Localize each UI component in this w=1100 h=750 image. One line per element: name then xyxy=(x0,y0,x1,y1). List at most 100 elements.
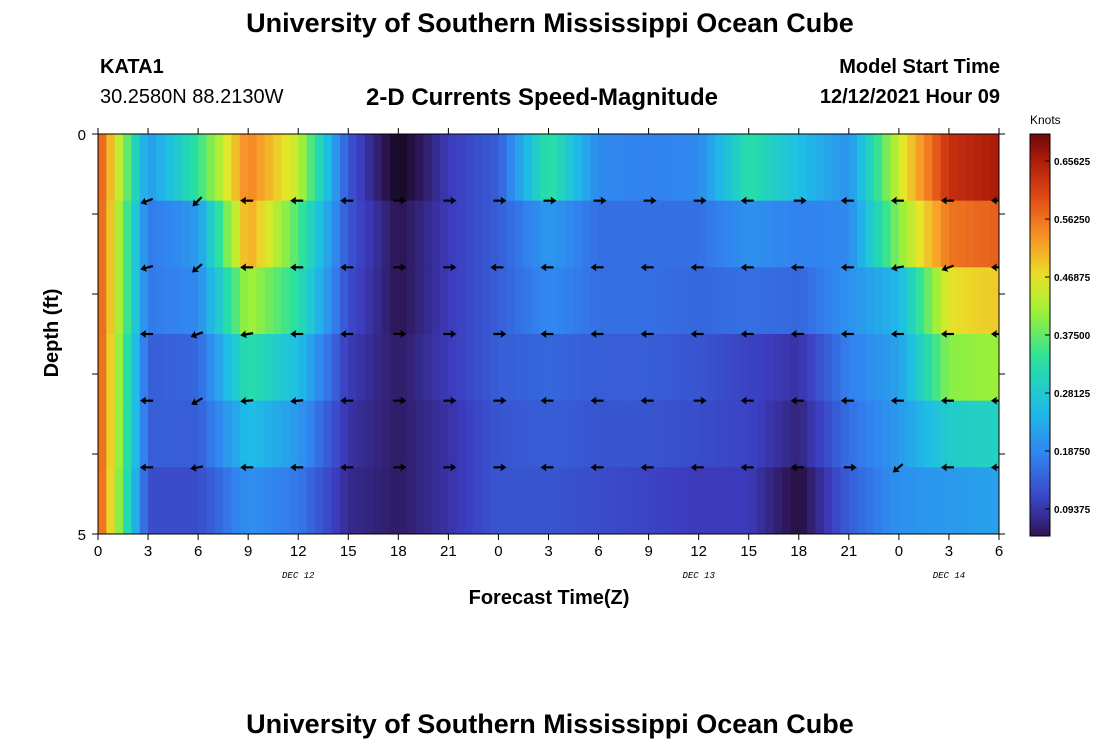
heatmap-cell xyxy=(531,134,541,202)
x-tick-label: 3 xyxy=(945,543,953,560)
heatmap-cell xyxy=(440,334,449,402)
current-vector-arrow xyxy=(640,463,654,472)
heatmap-cell xyxy=(189,467,199,534)
heatmap-cell xyxy=(323,400,333,468)
model-start-label: Model Start Time xyxy=(839,56,1000,78)
current-vector-arrow xyxy=(740,330,754,338)
heatmap-cell xyxy=(915,134,925,202)
heatmap-cell xyxy=(173,334,183,402)
heatmap-cell xyxy=(373,467,383,534)
heatmap-cell xyxy=(873,334,883,402)
heatmap-cell xyxy=(698,400,708,468)
current-vector-arrow xyxy=(690,463,704,472)
heatmap-cell xyxy=(623,267,633,335)
heatmap-cell xyxy=(773,134,783,202)
current-vector-arrow xyxy=(590,263,604,272)
heatmap-cell xyxy=(440,267,449,335)
heatmap-cell xyxy=(314,267,324,335)
current-vector-arrow xyxy=(191,397,203,406)
heatmap-cell xyxy=(865,200,875,268)
heatmap-cell xyxy=(465,400,475,468)
current-vector-arrow xyxy=(991,396,999,405)
heatmap-cell xyxy=(406,267,416,335)
heatmap-cell xyxy=(456,200,466,268)
heatmap-cell xyxy=(98,467,107,534)
heatmap-cell xyxy=(273,267,283,335)
heatmap-cell xyxy=(590,467,600,534)
heatmap-cell xyxy=(465,334,475,402)
heatmap-cell xyxy=(198,400,208,468)
heatmap-cell xyxy=(273,400,283,468)
heatmap-cell xyxy=(189,267,199,335)
x-tick-label: 18 xyxy=(790,543,807,560)
heatmap-cell xyxy=(656,467,666,534)
heatmap-cell xyxy=(440,467,449,534)
heatmap-cell xyxy=(932,400,942,468)
heatmap-cell xyxy=(289,267,299,335)
heatmap-cell xyxy=(707,467,716,534)
heatmap-cell xyxy=(123,400,132,468)
heatmap-cell xyxy=(431,134,441,202)
current-vector-arrow xyxy=(340,263,354,272)
heatmap-cell xyxy=(540,267,550,335)
heatmap-cell xyxy=(348,200,358,268)
heatmap-cell xyxy=(231,467,241,534)
heatmap-cell xyxy=(423,400,433,468)
heatmap-cell xyxy=(198,467,208,534)
current-vector-arrow xyxy=(493,396,507,405)
heatmap-cell xyxy=(673,267,683,335)
heatmap-cell xyxy=(840,200,850,268)
heatmap-cell xyxy=(556,134,566,202)
heatmap-cell xyxy=(381,467,391,534)
heatmap-cell xyxy=(681,200,691,268)
heatmap-cell xyxy=(932,334,942,402)
heatmap-cell xyxy=(748,400,758,468)
heatmap-cell xyxy=(248,334,258,402)
current-vector-arrow xyxy=(192,196,203,207)
heatmap-cell xyxy=(715,467,725,534)
heatmap-cell xyxy=(565,134,575,202)
heatmap-cell xyxy=(289,200,299,268)
x-tick-label: 21 xyxy=(840,543,857,560)
current-vector-arrow xyxy=(443,396,457,405)
heatmap-cell xyxy=(281,267,291,335)
heatmap-cell xyxy=(732,200,741,268)
current-vector-arrow xyxy=(690,263,704,272)
heatmap-cell xyxy=(598,134,608,202)
heatmap-cell xyxy=(631,134,641,202)
heatmap-cell xyxy=(348,467,358,534)
heatmap-cell xyxy=(339,200,349,268)
heatmap-cell xyxy=(256,267,266,335)
heatmap-cell xyxy=(114,134,124,202)
heatmap-cell xyxy=(531,400,541,468)
heatmap-cell xyxy=(606,467,616,534)
day-label: DEC 12 xyxy=(282,571,315,581)
heatmap-cell xyxy=(181,400,191,468)
heatmap-cell xyxy=(907,200,917,268)
heatmap-cell xyxy=(690,134,700,202)
heatmap-cell xyxy=(465,467,475,534)
heatmap-cell xyxy=(923,467,933,534)
heatmap-cell xyxy=(248,400,258,468)
heatmap-cell xyxy=(932,134,942,202)
current-vector-arrow xyxy=(590,463,604,472)
colorbar-tick-label: 0.09375 xyxy=(1054,505,1091,516)
heatmap-cell xyxy=(707,134,716,202)
x-tick-label: 6 xyxy=(995,543,1003,560)
heatmap-cell xyxy=(506,134,516,202)
heatmap-cell xyxy=(782,134,792,202)
heatmap-cell xyxy=(665,467,675,534)
current-vector-arrow xyxy=(240,330,254,339)
heatmap-cell xyxy=(440,134,449,202)
heatmap-cell xyxy=(540,200,550,268)
heatmap-cell xyxy=(873,267,883,335)
heatmap-cell xyxy=(306,267,316,335)
heatmap-cell xyxy=(798,267,808,335)
heatmap-cell xyxy=(898,200,908,268)
current-vector-arrow xyxy=(540,463,554,472)
current-vector-arrow xyxy=(190,330,204,339)
heatmap-cell xyxy=(156,400,166,468)
heatmap-cell xyxy=(515,267,525,335)
current-vector-arrow xyxy=(740,263,754,272)
heatmap-cell xyxy=(606,200,616,268)
